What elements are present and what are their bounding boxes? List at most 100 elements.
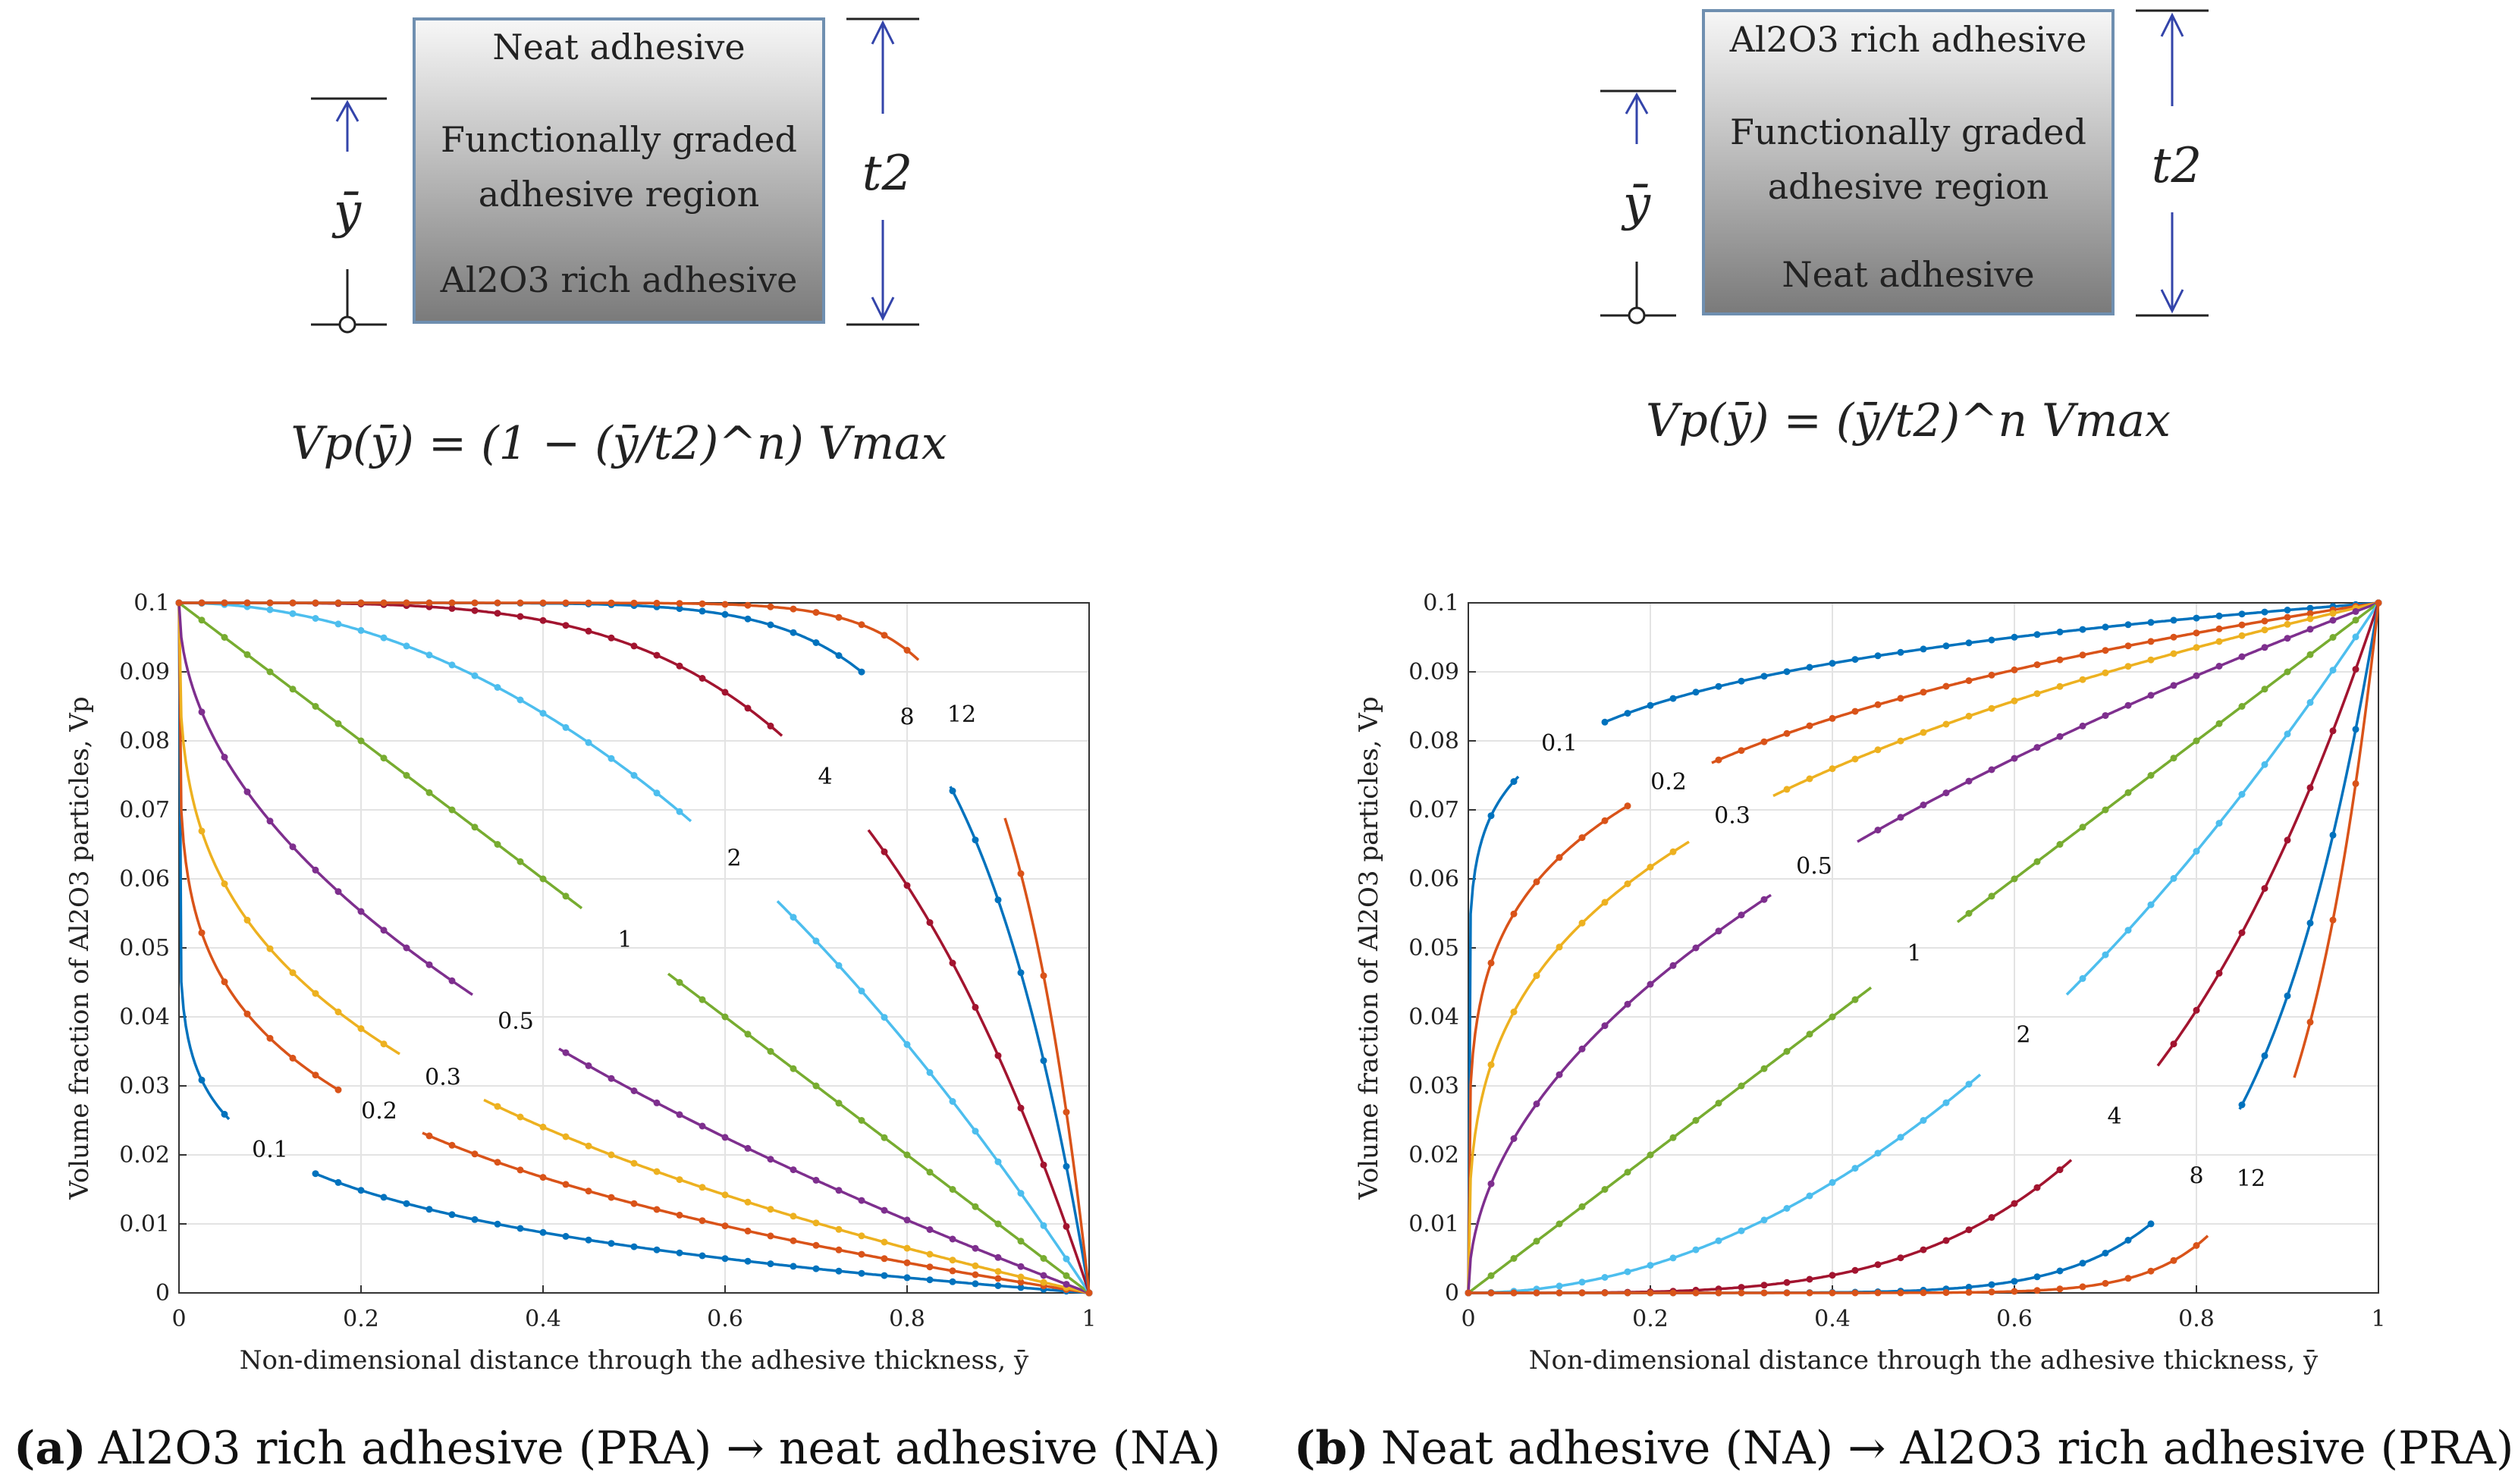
data-point xyxy=(1624,1000,1631,1008)
data-point xyxy=(2102,806,2109,814)
data-point xyxy=(1738,911,1745,919)
data-point xyxy=(516,858,524,865)
data-point xyxy=(585,1188,592,1195)
data-point xyxy=(972,1271,979,1278)
y-axis-label: Volume fraction of Al2O3 particles, Vp xyxy=(1354,696,1384,1200)
series-label: 8 xyxy=(900,704,914,731)
series-n-0_2: 0.2 xyxy=(175,599,1093,1297)
data-point xyxy=(653,789,661,797)
data-point xyxy=(221,599,228,607)
data-point xyxy=(1017,1278,1025,1286)
data-point xyxy=(334,720,342,727)
box-b-top-label: Al2O3 rich adhesive xyxy=(1729,19,2087,60)
data-point xyxy=(2147,619,2155,626)
data-point xyxy=(1017,1238,1025,1245)
data-point xyxy=(949,1278,956,1285)
data-point xyxy=(1533,878,1540,886)
data-point xyxy=(926,1250,934,1258)
data-point xyxy=(630,1200,638,1207)
data-point xyxy=(1851,1165,1859,1172)
data-point xyxy=(1988,766,1995,773)
data-point xyxy=(243,651,251,658)
data-point xyxy=(357,1025,365,1032)
data-point xyxy=(2170,617,2177,624)
data-point xyxy=(2011,1288,2018,1295)
data-point xyxy=(1647,1151,1654,1159)
data-point xyxy=(494,841,501,848)
data-point xyxy=(2056,628,2064,635)
data-point xyxy=(289,1054,297,1062)
data-point xyxy=(835,962,843,969)
data-point xyxy=(721,1222,729,1230)
data-point xyxy=(1017,1273,1025,1281)
data-point xyxy=(585,1236,592,1244)
caption-a-tag: (a) xyxy=(14,1422,86,1475)
series-label: 0.1 xyxy=(1541,730,1578,757)
data-point xyxy=(972,1244,979,1252)
series-n-0_3: 0.3 xyxy=(175,599,1093,1297)
data-point xyxy=(767,1260,774,1268)
data-point xyxy=(448,1211,456,1219)
data-point xyxy=(2284,730,2291,738)
data-point xyxy=(1040,1057,1047,1065)
data-point xyxy=(721,1191,729,1199)
data-point xyxy=(1465,1289,1472,1297)
data-point xyxy=(1040,1161,1047,1169)
x-tick-label: 1 xyxy=(1082,1306,1096,1332)
data-point xyxy=(198,827,206,835)
data-point xyxy=(2102,647,2109,654)
data-point xyxy=(1624,802,1631,810)
data-point xyxy=(516,613,524,620)
data-point xyxy=(1063,1281,1070,1288)
x-tick-label: 0.6 xyxy=(707,1306,743,1332)
data-point xyxy=(2079,651,2086,659)
data-point xyxy=(1601,899,1609,906)
data-point xyxy=(2033,631,2041,638)
data-point xyxy=(357,737,365,745)
x-tick-label: 0.2 xyxy=(343,1306,379,1332)
data-point xyxy=(881,1206,888,1214)
data-point xyxy=(1942,789,1950,797)
data-point xyxy=(1692,1289,1700,1297)
data-point xyxy=(1783,1048,1791,1055)
data-point xyxy=(221,754,228,761)
data-point xyxy=(1510,1135,1518,1142)
y-tick-label: 0.09 xyxy=(119,659,170,686)
data-point xyxy=(425,1206,433,1213)
data-point xyxy=(1738,677,1745,685)
data-point xyxy=(1578,1289,1586,1297)
data-point xyxy=(1063,1255,1070,1263)
data-point xyxy=(2170,650,2177,657)
data-point xyxy=(2193,1006,2200,1014)
data-point xyxy=(608,1075,615,1082)
data-point xyxy=(926,1263,934,1271)
data-point xyxy=(2079,722,2086,729)
data-point xyxy=(1556,1289,1563,1297)
data-point xyxy=(334,599,342,607)
data-point xyxy=(608,1194,615,1201)
y-tick-label: 0.07 xyxy=(119,797,170,824)
data-point xyxy=(2147,656,2155,664)
data-point xyxy=(221,634,228,641)
series-label: 1 xyxy=(1907,940,1921,967)
data-point xyxy=(243,1010,251,1018)
data-point xyxy=(926,1226,934,1233)
data-point xyxy=(2238,653,2246,660)
data-point xyxy=(1783,1289,1791,1297)
data-point xyxy=(2056,841,2064,848)
data-point xyxy=(1965,712,1973,720)
data-point xyxy=(2306,626,2314,633)
data-point xyxy=(835,652,843,659)
data-point xyxy=(744,601,752,609)
data-point xyxy=(676,600,683,607)
data-point xyxy=(2215,720,2223,727)
data-point xyxy=(516,696,524,704)
data-point xyxy=(1851,1289,1859,1297)
data-point xyxy=(1601,1289,1609,1297)
data-point xyxy=(1874,652,1882,660)
data-point xyxy=(858,1197,865,1204)
data-point xyxy=(585,1142,592,1150)
data-point xyxy=(289,843,297,851)
y-tick-label: 0.08 xyxy=(119,728,170,755)
data-point xyxy=(1669,1134,1677,1141)
